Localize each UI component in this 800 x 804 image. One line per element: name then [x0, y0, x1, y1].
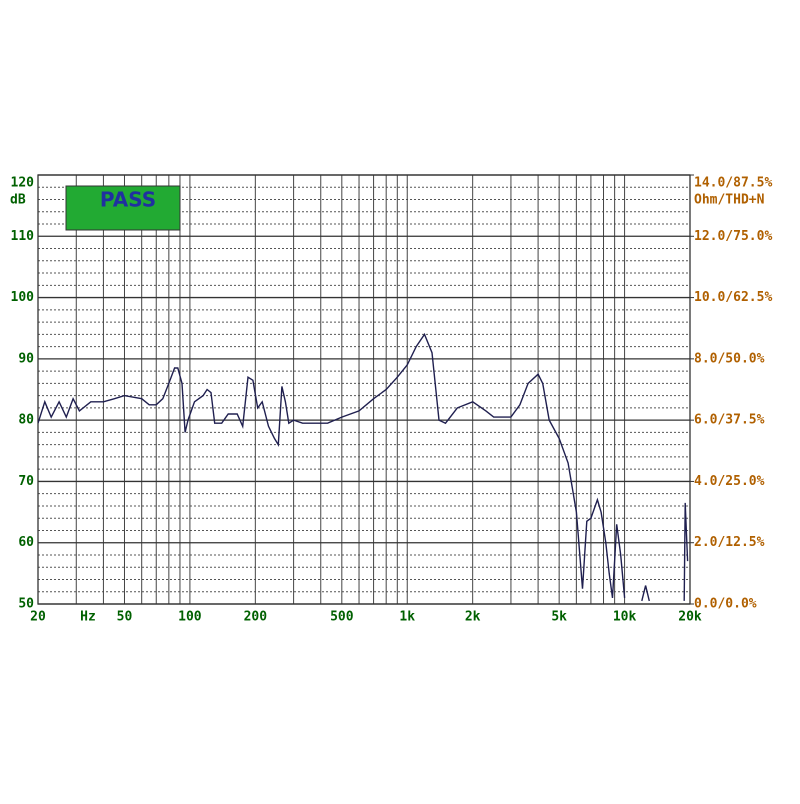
y2-tick-label: 0.0/0.0%: [694, 597, 757, 612]
y-tick-label: 60: [18, 535, 34, 550]
badge-text: PASS: [100, 188, 156, 212]
y2-tick-label: 4.0/25.0%: [694, 474, 765, 489]
x-tick-label: 5k: [551, 610, 567, 625]
y-axis-label: dB: [10, 193, 26, 208]
y-tick-label: 50: [18, 597, 34, 612]
y-tick-label: 80: [18, 413, 34, 428]
y2-tick-label: 14.0/87.5%: [694, 176, 772, 191]
y-tick-label: 90: [18, 351, 34, 366]
x-tick-label: 2k: [465, 610, 481, 625]
y2-tick-label: 12.0/75.0%: [694, 229, 772, 244]
x-axis-label: Hz: [80, 610, 96, 625]
x-tick-label: 100: [178, 610, 202, 625]
x-tick-label: 200: [244, 610, 268, 625]
badge-box: [65, 185, 181, 231]
y2-axis-label: Ohm/THD+N: [694, 193, 765, 208]
y2-tick-label: 6.0/37.5%: [694, 413, 765, 428]
x-tick-label: 20k: [678, 610, 702, 625]
x-tick-label: 500: [330, 610, 354, 625]
x-tick-label: 1k: [399, 610, 415, 625]
y2-tick-label: 8.0/50.0%: [694, 351, 765, 366]
y-tick-label: 100: [11, 290, 35, 305]
y-tick-label: 70: [18, 474, 34, 489]
y-tick-label: 110: [11, 229, 35, 244]
x-tick-label: 50: [117, 610, 133, 625]
x-tick-label: 10k: [613, 610, 637, 625]
y-tick-label: 120: [11, 176, 35, 191]
plot-frame: [37, 174, 691, 605]
y2-tick-label: 2.0/12.5%: [694, 535, 765, 550]
x-tick-label: 20: [30, 610, 46, 625]
y2-tick-label: 10.0/62.5%: [694, 290, 772, 305]
response-line: [38, 332, 689, 602]
